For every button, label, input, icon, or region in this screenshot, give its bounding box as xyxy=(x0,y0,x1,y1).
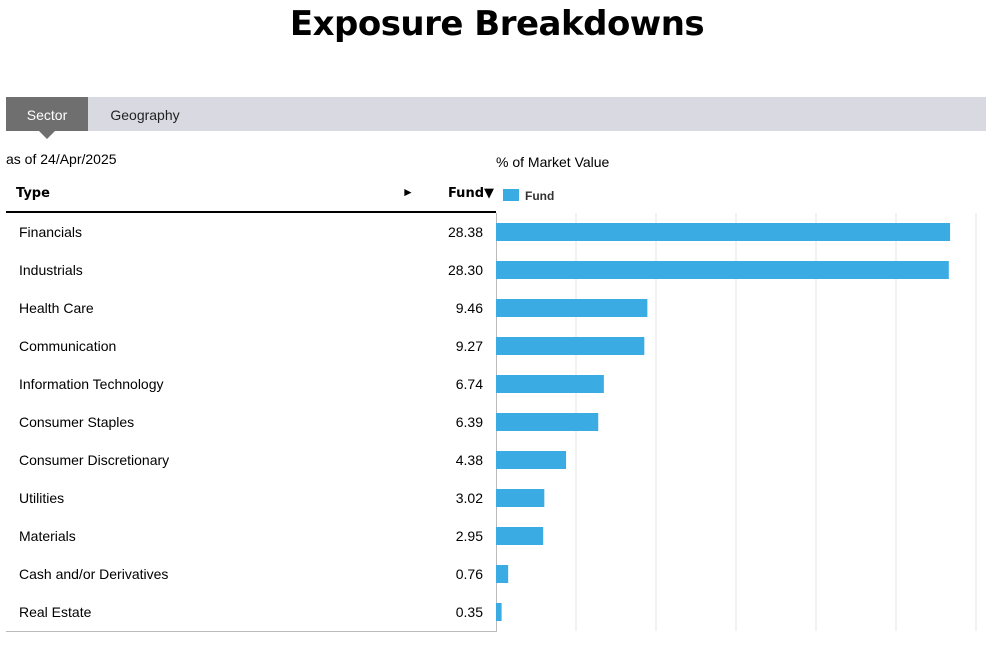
chart-bar-consumer-discretionary[interactable] xyxy=(496,451,567,469)
row-type: Real Estate xyxy=(19,604,92,620)
row-fund: 3.02 xyxy=(455,490,483,506)
row-type: Financials xyxy=(19,224,83,240)
tab-sector[interactable]: Sector xyxy=(6,97,88,139)
tab-geography[interactable]: Geography xyxy=(110,107,180,123)
row-type: Industrials xyxy=(19,262,83,278)
row-fund: 28.30 xyxy=(447,262,483,278)
as-of-date: as of 24/Apr/2025 xyxy=(6,151,117,167)
row-type: Information Technology xyxy=(19,376,164,392)
column-header-fund-sort[interactable]: Fund▼ xyxy=(447,186,494,201)
row-fund: 0.76 xyxy=(455,566,483,582)
table-row: Utilities 3.02 xyxy=(6,479,496,517)
tab-bar: Sector Geography xyxy=(6,97,986,139)
row-fund: 6.74 xyxy=(455,376,483,392)
row-fund: 2.95 xyxy=(455,528,483,544)
row-type: Cash and/or Derivatives xyxy=(19,566,169,582)
chart-legend: Fund xyxy=(503,189,554,203)
table-row: Industrials 28.30 xyxy=(6,251,496,289)
legend-swatch xyxy=(503,189,519,201)
row-type: Utilities xyxy=(19,490,65,506)
table-row: Materials 2.95 xyxy=(6,517,496,555)
chart-bar-health-care[interactable] xyxy=(496,299,648,317)
chart-bar-real-estate[interactable] xyxy=(496,603,502,621)
row-fund: 4.38 xyxy=(455,452,483,468)
expand-arrow-icon[interactable]: ► xyxy=(402,185,414,199)
row-type: Communication xyxy=(19,338,117,354)
table-row: Information Technology 6.74 xyxy=(6,365,496,403)
table-row: Communication 9.27 xyxy=(6,327,496,365)
chart-title: % of Market Value xyxy=(496,154,610,170)
page-title: Exposure Breakdowns xyxy=(289,4,705,44)
row-fund: 28.38 xyxy=(447,224,483,240)
legend-label: Fund xyxy=(525,189,555,203)
row-fund: 6.39 xyxy=(455,414,483,430)
row-type: Consumer Discretionary xyxy=(19,452,170,468)
table-row: Cash and/or Derivatives 0.76 xyxy=(6,555,496,593)
table-body: Financials 28.38 Industrials 28.30 Health … xyxy=(6,213,497,632)
row-fund: 9.27 xyxy=(455,338,483,354)
row-type: Health Care xyxy=(19,300,94,316)
table-row: Real Estate 0.35 xyxy=(6,593,496,631)
chart-bar-consumer-staples[interactable] xyxy=(496,413,599,431)
chart-bar-cash-and-or-derivatives[interactable] xyxy=(496,565,509,583)
chart-bar-industrials[interactable] xyxy=(496,261,949,279)
chart-bar-information-technology[interactable] xyxy=(496,375,604,393)
table-header: Type ► Fund▼ xyxy=(6,176,496,213)
row-fund: 0.35 xyxy=(455,604,483,620)
chart-bar-utilities[interactable] xyxy=(496,489,545,507)
table-row: Consumer Staples 6.39 xyxy=(6,403,496,441)
chart-bar-financials[interactable] xyxy=(496,223,951,241)
chart-bar-communication[interactable] xyxy=(496,337,645,355)
table-row: Financials 28.38 xyxy=(6,213,496,251)
chart-bar-materials[interactable] xyxy=(496,527,544,545)
row-type: Consumer Staples xyxy=(19,414,135,430)
table-row: Consumer Discretionary 4.38 xyxy=(6,441,496,479)
table-row: Health Care 9.46 xyxy=(6,289,496,327)
column-header-type: Type xyxy=(16,186,50,201)
row-fund: 9.46 xyxy=(455,300,483,316)
row-type: Materials xyxy=(19,528,76,544)
